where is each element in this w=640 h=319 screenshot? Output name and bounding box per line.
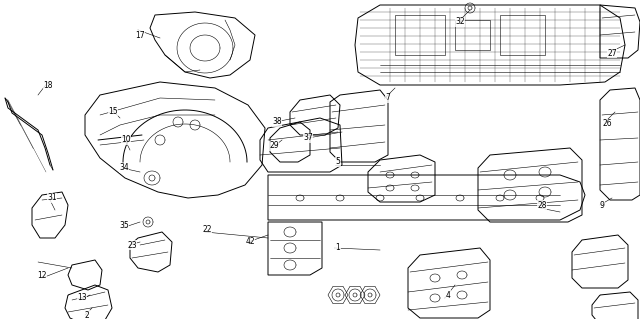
Text: 15: 15 — [108, 108, 118, 116]
Text: 38: 38 — [272, 117, 282, 127]
Text: 37: 37 — [303, 133, 313, 143]
Text: 34: 34 — [119, 164, 129, 173]
Text: 1: 1 — [335, 243, 340, 253]
Text: 18: 18 — [44, 81, 52, 91]
Text: 12: 12 — [37, 271, 47, 279]
Text: 13: 13 — [77, 293, 87, 302]
Text: 23: 23 — [127, 241, 137, 249]
Text: 28: 28 — [537, 201, 547, 210]
Text: 42: 42 — [245, 238, 255, 247]
Text: 2: 2 — [84, 310, 90, 319]
Text: 17: 17 — [135, 31, 145, 40]
Text: 5: 5 — [335, 158, 340, 167]
Text: 4: 4 — [445, 291, 451, 300]
Text: 22: 22 — [202, 226, 212, 234]
Text: 9: 9 — [600, 201, 604, 210]
Text: 31: 31 — [47, 194, 57, 203]
Text: 10: 10 — [121, 136, 131, 145]
Text: 7: 7 — [385, 93, 390, 102]
Text: 26: 26 — [602, 120, 612, 129]
Text: 29: 29 — [269, 142, 279, 151]
Text: 32: 32 — [455, 18, 465, 26]
Text: 35: 35 — [119, 221, 129, 231]
Text: 27: 27 — [607, 48, 617, 57]
